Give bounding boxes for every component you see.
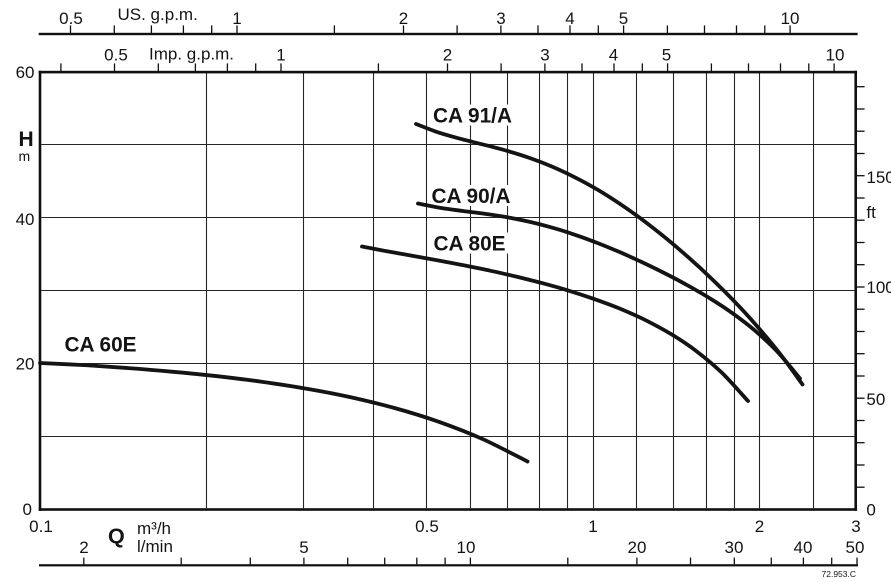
svg-text:2: 2 — [399, 9, 408, 28]
svg-text:50: 50 — [866, 390, 885, 409]
svg-text:50: 50 — [846, 538, 865, 557]
svg-text:m³/h: m³/h — [137, 519, 171, 538]
svg-text:3: 3 — [540, 46, 549, 65]
svg-text:40: 40 — [16, 210, 35, 229]
svg-text:CA 90/A: CA 90/A — [432, 185, 511, 208]
svg-text:0: 0 — [23, 500, 32, 519]
svg-text:CA 60E: CA 60E — [65, 334, 137, 357]
svg-text:4: 4 — [565, 9, 574, 28]
svg-text:60: 60 — [16, 63, 35, 82]
svg-text:H: H — [19, 128, 34, 151]
svg-text:40: 40 — [794, 538, 813, 557]
svg-text:2: 2 — [79, 538, 88, 557]
svg-text:1: 1 — [276, 46, 285, 65]
svg-text:2: 2 — [755, 517, 764, 536]
svg-text:3: 3 — [496, 9, 505, 28]
svg-text:Imp. g.p.m.: Imp. g.p.m. — [149, 45, 234, 64]
svg-text:Q: Q — [108, 524, 125, 548]
svg-text:0.5: 0.5 — [59, 9, 83, 28]
svg-text:m: m — [19, 148, 31, 164]
svg-text:5: 5 — [619, 9, 628, 28]
svg-text:3: 3 — [851, 517, 860, 536]
svg-text:5: 5 — [662, 46, 671, 65]
svg-text:20: 20 — [16, 355, 35, 374]
svg-text:ft: ft — [866, 203, 876, 222]
svg-text:30: 30 — [725, 538, 744, 557]
svg-text:0.5: 0.5 — [415, 517, 439, 536]
svg-text:10: 10 — [826, 46, 845, 65]
svg-text:1: 1 — [232, 9, 241, 28]
svg-text:0.5: 0.5 — [104, 46, 128, 65]
svg-text:CA 91/A: CA 91/A — [433, 105, 512, 128]
svg-text:US. g.p.m.: US. g.p.m. — [118, 5, 198, 24]
svg-text:100: 100 — [866, 278, 891, 297]
svg-text:5: 5 — [299, 538, 308, 557]
svg-text:0: 0 — [866, 501, 875, 520]
svg-text:72.953.C: 72.953.C — [822, 569, 857, 579]
svg-text:1: 1 — [588, 517, 597, 536]
svg-text:0.1: 0.1 — [29, 517, 53, 536]
svg-text:2: 2 — [443, 46, 452, 65]
svg-text:20: 20 — [628, 538, 647, 557]
svg-text:l/min: l/min — [137, 537, 173, 556]
svg-text:CA 80E: CA 80E — [434, 233, 506, 256]
svg-text:150: 150 — [866, 168, 891, 187]
svg-text:10: 10 — [781, 9, 800, 28]
svg-text:10: 10 — [457, 538, 476, 557]
svg-text:4: 4 — [609, 46, 618, 65]
